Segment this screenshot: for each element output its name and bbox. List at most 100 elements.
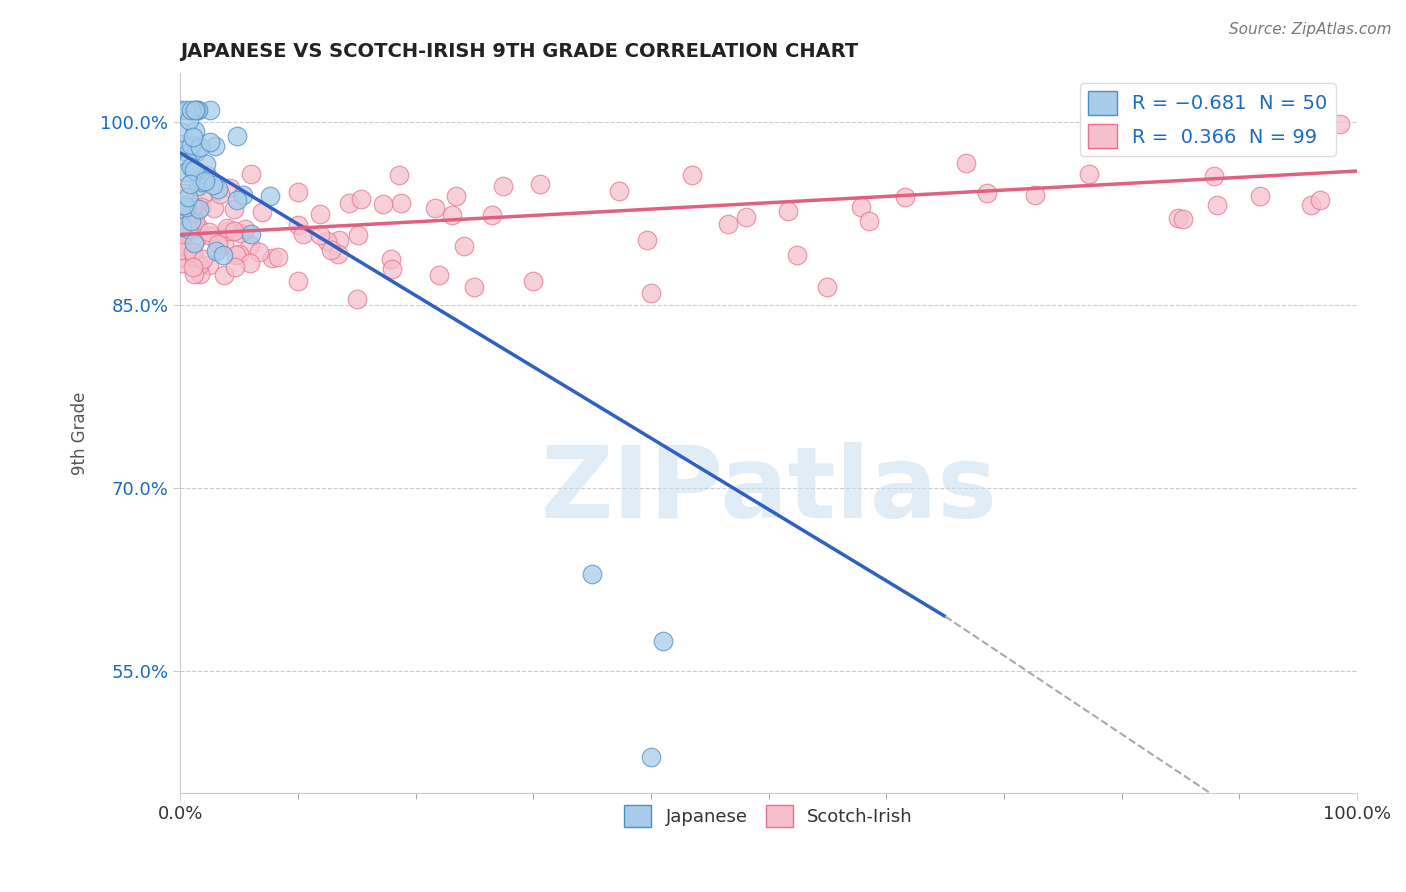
Point xyxy=(228,246,250,260)
Point xyxy=(222,202,245,216)
Point xyxy=(176,145,198,160)
Point xyxy=(184,164,207,178)
Point xyxy=(183,250,205,264)
Point xyxy=(734,210,756,224)
Point xyxy=(444,189,467,203)
Point xyxy=(183,235,205,250)
Point xyxy=(187,202,209,216)
Point xyxy=(215,220,238,235)
Point xyxy=(170,219,193,234)
Point xyxy=(174,165,197,179)
Point xyxy=(492,178,515,193)
Point xyxy=(187,258,209,272)
Point xyxy=(259,188,281,202)
Point xyxy=(640,286,662,301)
Point xyxy=(212,247,235,261)
Point xyxy=(183,137,205,152)
Point xyxy=(177,112,200,127)
Point xyxy=(389,196,412,211)
Point xyxy=(1329,117,1351,131)
Point xyxy=(347,227,370,242)
Point xyxy=(339,196,361,211)
Point xyxy=(441,208,464,222)
Point xyxy=(239,167,262,181)
Point xyxy=(239,237,262,252)
Point xyxy=(188,268,211,282)
Point xyxy=(717,217,740,231)
Point xyxy=(287,274,309,288)
Point xyxy=(183,103,205,117)
Point xyxy=(1167,211,1189,226)
Point xyxy=(239,227,262,241)
Point xyxy=(170,136,193,151)
Point xyxy=(326,247,349,261)
Point xyxy=(229,227,252,241)
Point xyxy=(481,208,503,222)
Point xyxy=(219,180,242,194)
Point xyxy=(350,192,373,206)
Point xyxy=(581,566,603,581)
Point xyxy=(172,239,194,253)
Text: ZIPatlas: ZIPatlas xyxy=(540,442,997,540)
Point xyxy=(186,231,208,245)
Point xyxy=(187,179,209,194)
Point xyxy=(176,211,198,225)
Point xyxy=(640,749,662,764)
Point xyxy=(183,210,205,224)
Point xyxy=(893,190,915,204)
Text: JAPANESE VS SCOTCH-IRISH 9TH GRADE CORRELATION CHART: JAPANESE VS SCOTCH-IRISH 9TH GRADE CORRE… xyxy=(180,42,859,61)
Point xyxy=(636,233,658,247)
Point xyxy=(315,235,337,249)
Text: Source: ZipAtlas.com: Source: ZipAtlas.com xyxy=(1229,22,1392,37)
Point xyxy=(170,125,193,139)
Point xyxy=(212,268,235,283)
Point xyxy=(1249,189,1271,203)
Point xyxy=(247,244,270,259)
Point xyxy=(170,256,193,270)
Point xyxy=(191,191,214,205)
Point xyxy=(198,225,221,239)
Point xyxy=(328,233,350,247)
Point xyxy=(180,213,202,227)
Point xyxy=(786,248,808,262)
Point xyxy=(463,280,485,294)
Point xyxy=(183,162,205,177)
Point xyxy=(176,201,198,215)
Point xyxy=(681,168,703,182)
Point xyxy=(1309,128,1331,142)
Point xyxy=(217,224,239,238)
Point xyxy=(195,157,218,171)
Point xyxy=(187,219,209,234)
Point xyxy=(232,188,254,202)
Point xyxy=(260,251,283,265)
Point xyxy=(180,161,202,175)
Point xyxy=(287,218,309,232)
Point xyxy=(1173,211,1195,226)
Point xyxy=(179,177,201,191)
Point xyxy=(319,243,342,257)
Point xyxy=(1078,167,1101,181)
Point xyxy=(225,129,247,144)
Point xyxy=(381,261,404,276)
Point xyxy=(177,222,200,236)
Point xyxy=(346,292,368,306)
Point xyxy=(184,214,207,228)
Point xyxy=(173,186,195,200)
Point xyxy=(1206,198,1229,212)
Point xyxy=(427,268,450,282)
Point xyxy=(207,182,229,196)
Point xyxy=(225,248,247,262)
Point xyxy=(183,268,205,282)
Point xyxy=(180,103,202,117)
Point xyxy=(858,214,880,228)
Point xyxy=(1024,188,1046,202)
Point xyxy=(170,233,193,247)
Point xyxy=(309,207,332,221)
Point xyxy=(225,193,247,207)
Point xyxy=(184,103,207,117)
Legend: Japanese, Scotch-Irish: Japanese, Scotch-Irish xyxy=(617,798,920,835)
Point xyxy=(291,227,314,242)
Point xyxy=(309,227,332,242)
Point xyxy=(183,200,205,214)
Point xyxy=(180,138,202,153)
